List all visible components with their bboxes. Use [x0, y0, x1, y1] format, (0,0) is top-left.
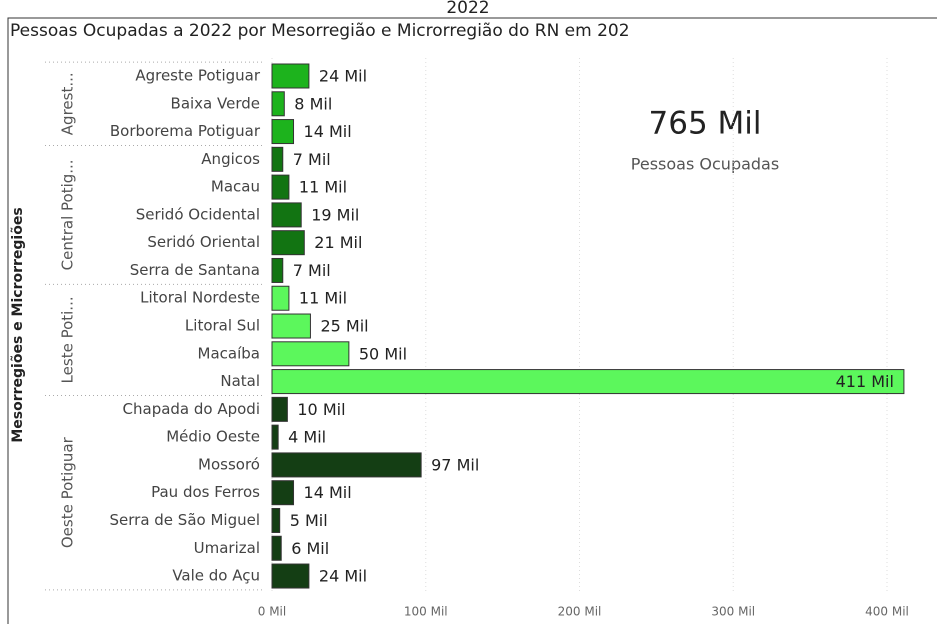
- x-tick-label: 100 Mil: [404, 605, 448, 619]
- bar: [271, 369, 905, 395]
- bar: [271, 230, 305, 256]
- data-label: 11 Mil: [299, 289, 347, 308]
- data-label: 411 Mil: [836, 372, 894, 391]
- y-tick-label: Serra de São Miguel: [110, 511, 261, 529]
- bar: [271, 535, 282, 561]
- y-axis-label: Mesorregiões e Microrregiões: [10, 207, 26, 442]
- data-label: 8 Mil: [294, 94, 332, 113]
- bar: [271, 341, 350, 367]
- y-tick-label: Litoral Nordeste: [140, 289, 260, 307]
- data-label: 14 Mil: [304, 122, 352, 141]
- y-tick-label: Seridó Ocidental: [136, 205, 260, 223]
- bar: [271, 119, 295, 145]
- y-tick-label: Angicos: [201, 150, 260, 168]
- y-tick-label: Chapada do Apodi: [123, 400, 260, 418]
- y-tick-label: Serra de Santana: [130, 261, 260, 279]
- bar: [271, 63, 310, 89]
- group-label: Oeste Potiguar: [59, 436, 77, 548]
- y-tick-label: Natal: [220, 372, 260, 390]
- data-label: 7 Mil: [293, 150, 331, 169]
- card-value: 765 Mil: [649, 106, 762, 142]
- y-tick-label: Macaíba: [198, 344, 260, 362]
- y-tick-label: Pau dos Ferros: [151, 483, 260, 501]
- data-label: 21 Mil: [314, 233, 362, 252]
- y-tick-label: Umarizal: [194, 539, 260, 557]
- data-label: 11 Mil: [299, 178, 347, 197]
- group-label: Central Potig...: [59, 159, 77, 270]
- bar: [271, 202, 302, 228]
- bar: [271, 452, 422, 478]
- bar: [271, 507, 281, 533]
- data-label: 25 Mil: [320, 317, 368, 336]
- y-tick-label: Baixa Verde: [171, 94, 260, 112]
- x-tick-label: 0 Mil: [258, 605, 286, 619]
- bar: [271, 480, 295, 506]
- data-label: 6 Mil: [291, 539, 329, 558]
- data-label: 50 Mil: [359, 344, 407, 363]
- x-tick-label: 400 Mil: [865, 605, 909, 619]
- y-tick-label: Médio Oeste: [166, 428, 260, 446]
- data-label: 7 Mil: [293, 261, 331, 280]
- bar: [271, 285, 290, 311]
- card-label: Pessoas Ocupadas: [631, 155, 779, 174]
- data-label: 24 Mil: [319, 67, 367, 86]
- y-tick-label: Litoral Sul: [185, 317, 260, 335]
- chart-title: Pessoas Ocupadas a 2022 por Mesorregião …: [10, 21, 630, 41]
- data-label: 14 Mil: [304, 483, 352, 502]
- data-label: 10 Mil: [297, 400, 345, 419]
- bar: [271, 146, 284, 172]
- y-tick-label: Agreste Potiguar: [135, 67, 260, 85]
- x-tick-label: 200 Mil: [558, 605, 602, 619]
- data-label: 24 Mil: [319, 567, 367, 586]
- y-tick-label: Vale do Açu: [172, 567, 260, 585]
- group-label: Agrest...: [59, 72, 77, 135]
- frame: [7, 17, 937, 624]
- chart-title-overflow: 2022: [446, 0, 489, 18]
- bar: [271, 91, 285, 117]
- data-label: 4 Mil: [288, 428, 326, 447]
- data-label: 5 Mil: [290, 511, 328, 530]
- data-label: 19 Mil: [311, 205, 359, 224]
- bar: [271, 174, 290, 200]
- bar: [271, 313, 311, 339]
- bar: [271, 257, 284, 283]
- group-label: Leste Poti...: [59, 296, 77, 383]
- bar: [271, 424, 279, 450]
- bar: [271, 563, 310, 589]
- y-tick-label: Mossoró: [198, 455, 260, 473]
- y-tick-label: Macau: [211, 178, 260, 196]
- y-tick-label: Seridó Oriental: [147, 233, 260, 251]
- y-tick-label: Borborema Potiguar: [110, 122, 261, 140]
- x-tick-label: 300 Mil: [711, 605, 755, 619]
- data-label: 97 Mil: [431, 455, 479, 474]
- bar: [271, 396, 288, 422]
